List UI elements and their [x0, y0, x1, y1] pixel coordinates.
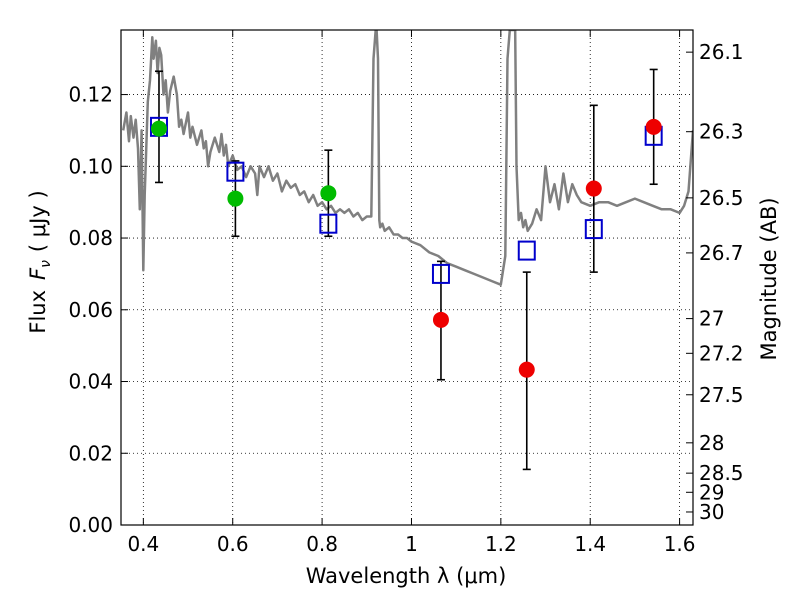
y-tick-label: 0.06 — [68, 298, 113, 322]
right-tick-label: 26.5 — [699, 186, 744, 210]
observed-point — [585, 180, 602, 197]
right-tick-label: 29 — [699, 480, 724, 504]
markers — [149, 116, 663, 378]
x-tick-label: 0.8 — [306, 532, 338, 556]
right-tick-label: 28 — [699, 431, 724, 455]
model-photometry-square — [517, 240, 536, 261]
x-tick-label: 0.4 — [127, 532, 159, 556]
right-tick-label: 26.3 — [699, 120, 744, 144]
y-tick-label: 0.12 — [68, 83, 113, 107]
ticks — [121, 30, 693, 526]
right-tick-label: 26.1 — [699, 40, 744, 64]
observed-point — [432, 311, 449, 328]
y-axis-label-subscript: ν — [38, 260, 54, 268]
model-spectrum-line — [121, 30, 693, 286]
observed-point — [645, 118, 662, 135]
x-tick-label: 0.6 — [217, 532, 249, 556]
right-tick-label: 26.7 — [699, 241, 744, 265]
spectrum-layer — [121, 30, 693, 286]
right-tick-label: 30 — [699, 500, 724, 524]
y-tick-label: 0.08 — [68, 226, 113, 250]
observed-point — [518, 361, 535, 378]
model-photometry-square — [226, 161, 245, 182]
model-photometry-square — [431, 263, 450, 284]
observed-point — [320, 185, 337, 202]
x-axis-label: Wavelength λ (μm) — [306, 564, 507, 588]
right-tick-label: 27 — [699, 307, 724, 331]
observed-point — [150, 120, 167, 137]
y-axis-label-unit: ( μJy ) — [26, 190, 50, 252]
right-tick-label: 28.5 — [699, 461, 744, 485]
y-tick-label: 0.02 — [68, 441, 113, 465]
right-tick-label: 27.2 — [699, 341, 744, 365]
plot-frame — [120, 29, 694, 526]
right-tick-label: 27.5 — [699, 383, 744, 407]
grid — [121, 30, 693, 526]
y-tick-label: 0.00 — [68, 513, 113, 537]
observed-point — [227, 190, 244, 207]
right-axis-label: Magnitude (AB) — [757, 197, 781, 360]
y-axis-label-symbol: F — [26, 267, 50, 280]
y-axis-label: Flux Fν ( μJy ) — [26, 190, 54, 333]
error-bars — [154, 68, 658, 471]
y-tick-label: 0.04 — [68, 370, 113, 394]
x-tick-label: 1.2 — [485, 532, 517, 556]
x-tick-label: 1.4 — [574, 532, 606, 556]
model-photometry-square — [319, 213, 338, 234]
x-tick-label: 1 — [405, 532, 418, 556]
model-photometry-square — [584, 219, 603, 240]
x-tick-label: 1.6 — [664, 532, 696, 556]
y-tick-label: 0.10 — [68, 154, 113, 178]
y-axis-label-word: Flux — [26, 290, 50, 334]
tick-labels: 0.4 0.6 0.8 1 1.2 1.4 1.6 0.00 0.02 0.04 0.06 0.08 0… — [68, 40, 743, 556]
